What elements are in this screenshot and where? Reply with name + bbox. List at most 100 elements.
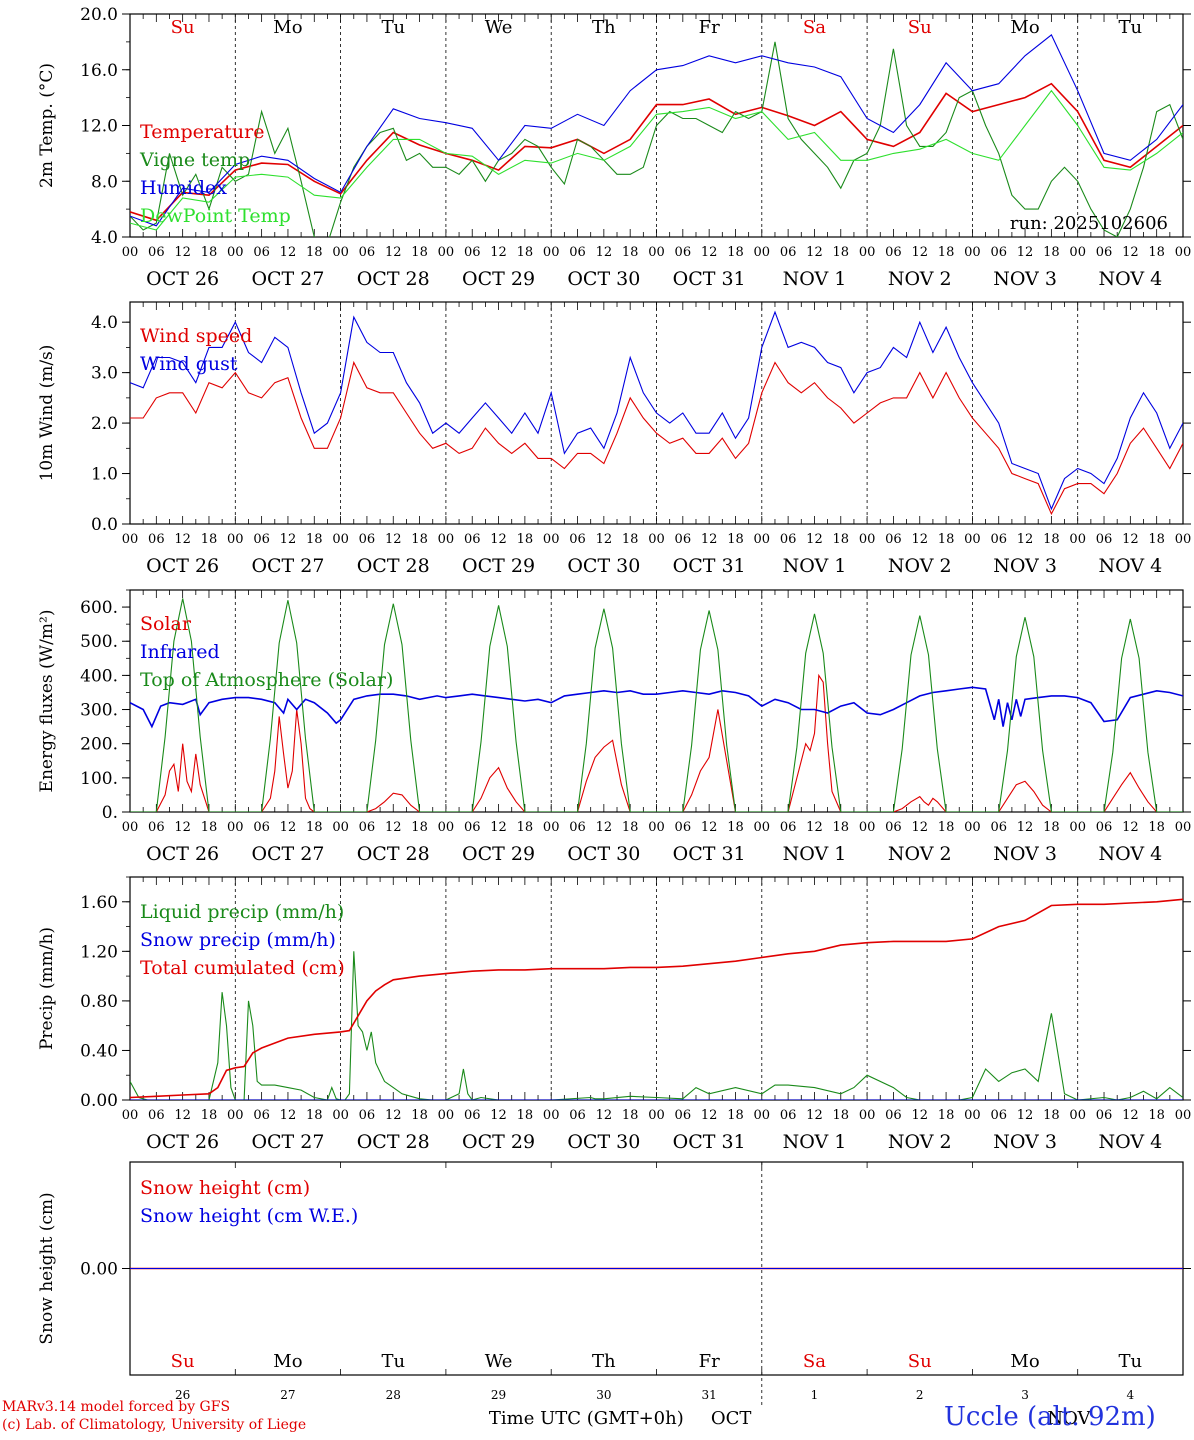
day-label: OCT 29 (462, 268, 535, 290)
hour-tick-label: 18 (1043, 532, 1060, 547)
day-label: NOV 1 (783, 555, 847, 577)
day-label: OCT 31 (673, 1131, 746, 1153)
y-axis-label: Precip (mm/h) (37, 927, 57, 1050)
hour-tick-label: 00 (754, 532, 771, 547)
legend-entry: Vigne temp (139, 149, 250, 171)
day-label: OCT 26 (146, 555, 219, 577)
day-label: OCT 27 (251, 843, 324, 865)
credit-label: (c) Lab. of Climatology, University of L… (2, 1417, 307, 1433)
y-tick-label: 300. (80, 701, 118, 721)
day-label: NOV 1 (783, 268, 847, 290)
y-tick-label: 12.0 (80, 117, 118, 137)
hour-tick-label: 06 (253, 532, 270, 547)
hour-tick-label: 06 (253, 820, 270, 835)
series-line-top-of-atmosphere-solar- (130, 598, 1183, 812)
hour-tick-label: 06 (780, 1108, 797, 1123)
hour-tick-label: 06 (1096, 1108, 1113, 1123)
day-label: OCT 30 (567, 1131, 640, 1153)
day-label: NOV 2 (888, 843, 952, 865)
day-label: NOV 1 (783, 843, 847, 865)
hour-tick-label: 00 (1175, 1108, 1192, 1123)
hour-tick-label: 12 (280, 532, 297, 547)
hour-tick-label: 06 (464, 245, 481, 260)
hour-tick-label: 12 (596, 820, 613, 835)
panel-1: 00 06 12 18 OCT 26 00 06 12 18 OCT 27 00 06 12 18 OCT … (37, 5, 1191, 290)
hour-tick-label: 06 (1096, 245, 1113, 260)
y-axis-label: 10m Wind (m/s) (37, 345, 57, 482)
hour-tick-label: 12 (174, 532, 191, 547)
hour-tick-label: 06 (148, 820, 165, 835)
hour-tick-label: 18 (1043, 1108, 1060, 1123)
hour-tick-label: 00 (227, 820, 244, 835)
hour-tick-label: 18 (517, 532, 534, 547)
y-axis-label: 2m Temp. (°C) (37, 63, 57, 188)
hour-tick-label: 06 (885, 820, 902, 835)
hour-tick-label: 00 (648, 1108, 665, 1123)
weekday-label: We (485, 17, 513, 38)
hour-tick-label: 00 (543, 245, 560, 260)
hour-tick-label: 12 (1122, 820, 1139, 835)
day-label: OCT 28 (357, 1131, 430, 1153)
hour-tick-label: 18 (411, 1108, 428, 1123)
day-number-label: 3 (1021, 1388, 1029, 1402)
hour-tick-label: 12 (385, 1108, 402, 1123)
hour-tick-label: 12 (701, 820, 718, 835)
hour-tick-label: 12 (280, 820, 297, 835)
hour-tick-label: 00 (859, 532, 876, 547)
hour-tick-label: 00 (1175, 532, 1192, 547)
hour-tick-label: 06 (359, 245, 376, 260)
hour-tick-label: 06 (148, 532, 165, 547)
weekday-label: Fr (699, 17, 720, 38)
hour-tick-label: 06 (885, 532, 902, 547)
hour-tick-label: 00 (859, 245, 876, 260)
hour-tick-label: 06 (990, 820, 1007, 835)
hour-tick-label: 18 (1148, 1108, 1165, 1123)
hour-tick-label: 18 (938, 820, 955, 835)
y-tick-label: 20.0 (80, 5, 118, 25)
legend-entry: Snow height (cm W.E.) (140, 1205, 358, 1227)
hour-tick-label: 06 (253, 245, 270, 260)
y-tick-label: 0.00 (80, 1091, 118, 1111)
hour-tick-label: 12 (911, 1108, 928, 1123)
legend-entry: Snow height (cm) (140, 1177, 310, 1199)
hour-tick-label: 18 (201, 820, 218, 835)
hour-tick-label: 00 (1175, 820, 1192, 835)
hour-tick-label: 18 (201, 532, 218, 547)
weekday-label: Tu (1119, 17, 1143, 38)
hour-tick-label: 12 (385, 245, 402, 260)
weekday-label: Su (908, 1351, 932, 1372)
hour-tick-label: 00 (227, 1108, 244, 1123)
hour-tick-label: 06 (569, 245, 586, 260)
legend-entry: Snow precip (mm/h) (140, 929, 336, 951)
day-label: OCT 26 (146, 268, 219, 290)
hour-tick-label: 18 (727, 820, 744, 835)
hour-tick-label: 06 (569, 1108, 586, 1123)
hour-tick-label: 06 (359, 532, 376, 547)
hour-tick-label: 00 (964, 1108, 981, 1123)
hour-tick-label: 00 (1069, 820, 1086, 835)
hour-tick-label: 06 (780, 532, 797, 547)
y-tick-label: 1.0 (91, 465, 118, 485)
series-line-dewpoint-temp (130, 89, 1183, 231)
hour-tick-label: 12 (174, 820, 191, 835)
day-label: OCT 29 (462, 1131, 535, 1153)
hour-tick-label: 12 (806, 532, 823, 547)
hour-tick-label: 18 (411, 245, 428, 260)
hour-tick-label: 06 (569, 820, 586, 835)
hour-tick-label: 00 (122, 820, 139, 835)
y-tick-label: 8.0 (91, 172, 118, 192)
day-number-label: 4 (1127, 1388, 1135, 1402)
series-line-vigne-temp (130, 41, 1183, 237)
y-tick-label: 0.80 (80, 992, 118, 1012)
y-tick-label: 3.0 (91, 364, 118, 384)
y-tick-label: 0. (102, 803, 118, 823)
hour-tick-label: 18 (1043, 820, 1060, 835)
hour-tick-label: 12 (1017, 1108, 1034, 1123)
hour-tick-label: 00 (1069, 1108, 1086, 1123)
weekday-label: We (485, 1351, 513, 1372)
day-label: OCT 31 (673, 268, 746, 290)
series-line-solar (130, 673, 1183, 812)
y-tick-label: 0.40 (80, 1041, 118, 1061)
day-label: OCT 31 (673, 843, 746, 865)
day-label: NOV 4 (1098, 268, 1162, 290)
